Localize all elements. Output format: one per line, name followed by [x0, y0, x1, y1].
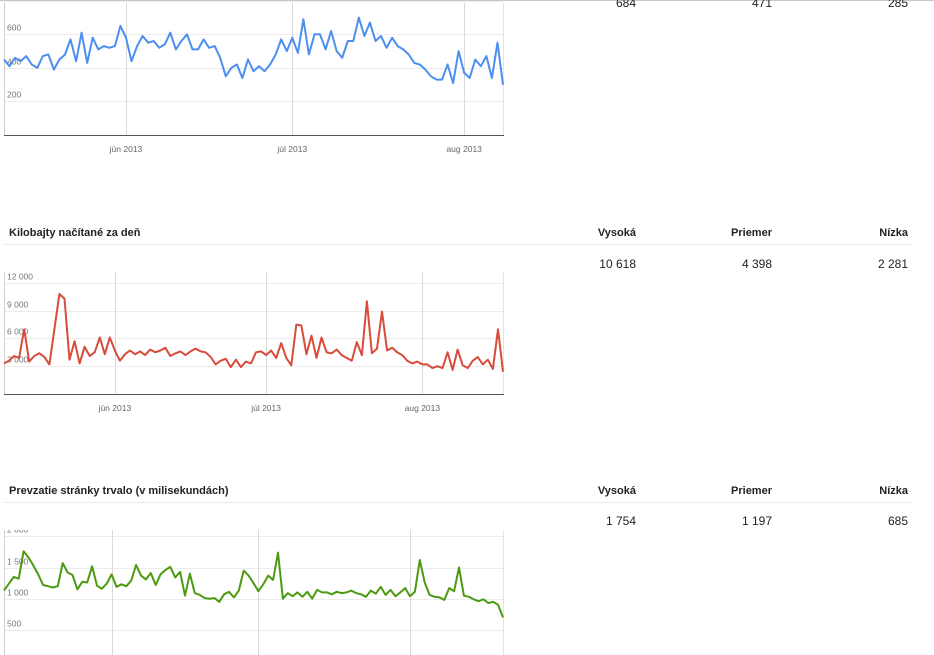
stat-avg: 1 197: [741, 514, 772, 528]
col-head-high: Vysoká: [597, 485, 636, 497]
stat-low: 2 281: [877, 257, 908, 271]
line-chart: 2 000 1 500 1 000 500: [3, 530, 504, 655]
section-title: Kilobajty načítané za deň: [9, 227, 141, 239]
y-tick-label: 1 500: [7, 557, 29, 567]
x-tick-label: júl 2013: [276, 144, 307, 154]
y-tick-label: 600: [7, 23, 21, 33]
y-tick-label: 1 000: [7, 588, 29, 598]
y-tick-label: 3 000: [7, 355, 29, 365]
stat-high: 684: [615, 0, 636, 10]
y-tick-label: 500: [7, 619, 21, 629]
x-tick-label: jún 2013: [98, 403, 132, 413]
section-title: Prevzatie stránky trvalo (v milisekundác…: [9, 485, 229, 497]
x-tick-label: aug 2013: [446, 144, 482, 154]
stat-low: 685: [887, 514, 908, 528]
y-tick-label: 2 000: [7, 530, 29, 535]
series-line: [3, 550, 504, 618]
x-tick-label: jún 2013: [109, 144, 143, 154]
y-tick-label: 400: [7, 57, 21, 67]
series-line: [3, 293, 504, 372]
header-divider: [4, 244, 912, 245]
col-head-low: Nízka: [879, 485, 908, 497]
y-tick-label: 12 000: [7, 272, 33, 282]
stat-high: 1 754: [605, 514, 636, 528]
col-head-low: Nízka: [879, 227, 908, 239]
stat-high: 10 618: [599, 257, 636, 271]
y-tick-label: 200: [7, 90, 21, 100]
header-divider: [4, 502, 912, 503]
stat-avg: 471: [751, 0, 772, 10]
x-tick-label: aug 2013: [405, 403, 441, 413]
col-head-avg: Priemer: [731, 485, 772, 497]
col-head-avg: Priemer: [731, 227, 772, 239]
y-tick-label: 9 000: [7, 300, 29, 310]
y-tick-label: 6 000: [7, 327, 29, 337]
col-head-high: Vysoká: [597, 227, 636, 239]
line-chart: 12 000 9 000 6 000 3 000 jún 2013 júl 2013 aug…: [3, 272, 504, 413]
stat-low: 285: [887, 0, 908, 10]
stat-avg: 4 398: [741, 257, 772, 271]
top-divider: [0, 0, 934, 1]
x-tick-label: júl 2013: [250, 403, 281, 413]
series-line: [3, 16, 504, 85]
